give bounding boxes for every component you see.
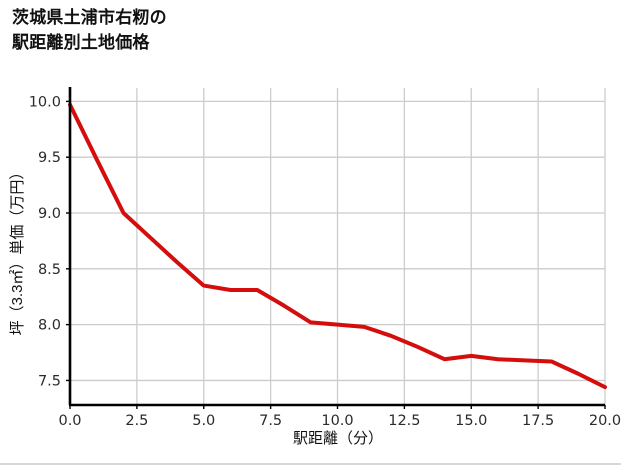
x-axis-title: 駅距離（分） — [293, 429, 383, 447]
x-tick-label: 10.0 — [321, 413, 353, 429]
gridlines-group — [70, 88, 606, 405]
y-tick-labels-group: 7.5 8.0 8.5 9.0 9.5 10.0 — [29, 94, 61, 389]
x-tick-label: 5.0 — [192, 413, 215, 429]
y-axis-title: 坪（3.3㎡）単価（万円） — [9, 165, 26, 336]
x-tick-label: 15.0 — [455, 413, 487, 429]
x-tick-labels-group: 0.0 2.5 5.0 7.5 10.0 12.5 15.0 17.5 20.0 — [58, 413, 621, 429]
y-tick-label: 9.5 — [38, 150, 61, 166]
chart-title: 茨城県土浦市右籾の 駅距離別土地価格 — [12, 8, 167, 52]
y-tick-label: 8.5 — [38, 262, 61, 278]
data-series-group — [68, 102, 607, 390]
data-line-series-0 — [68, 102, 607, 390]
x-tick-label: 20.0 — [589, 413, 621, 429]
x-tick-label: 12.5 — [388, 413, 420, 429]
axes-group — [66, 87, 606, 409]
x-tick-label: 7.5 — [259, 413, 282, 429]
y-tick-label: 7.5 — [38, 373, 61, 389]
y-tick-label: 10.0 — [29, 94, 61, 110]
y-tick-label: 9.0 — [38, 206, 61, 222]
x-tick-label: 17.5 — [522, 413, 554, 429]
x-tick-label: 2.5 — [125, 413, 148, 429]
x-tick-label: 0.0 — [58, 413, 81, 429]
y-tick-label: 8.0 — [38, 318, 61, 334]
